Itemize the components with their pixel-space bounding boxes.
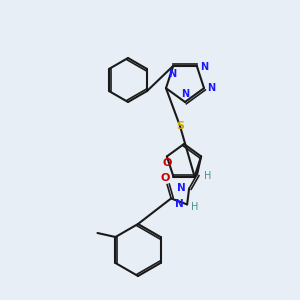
Text: H: H bbox=[191, 202, 199, 212]
Text: N: N bbox=[168, 69, 176, 79]
Text: O: O bbox=[162, 158, 172, 168]
Text: N: N bbox=[181, 89, 189, 99]
Text: O: O bbox=[160, 173, 170, 183]
Text: N: N bbox=[177, 183, 186, 194]
Text: H: H bbox=[204, 171, 212, 182]
Text: N: N bbox=[207, 83, 215, 93]
Text: N: N bbox=[176, 200, 184, 209]
Text: S: S bbox=[176, 121, 184, 131]
Text: N: N bbox=[200, 62, 208, 72]
